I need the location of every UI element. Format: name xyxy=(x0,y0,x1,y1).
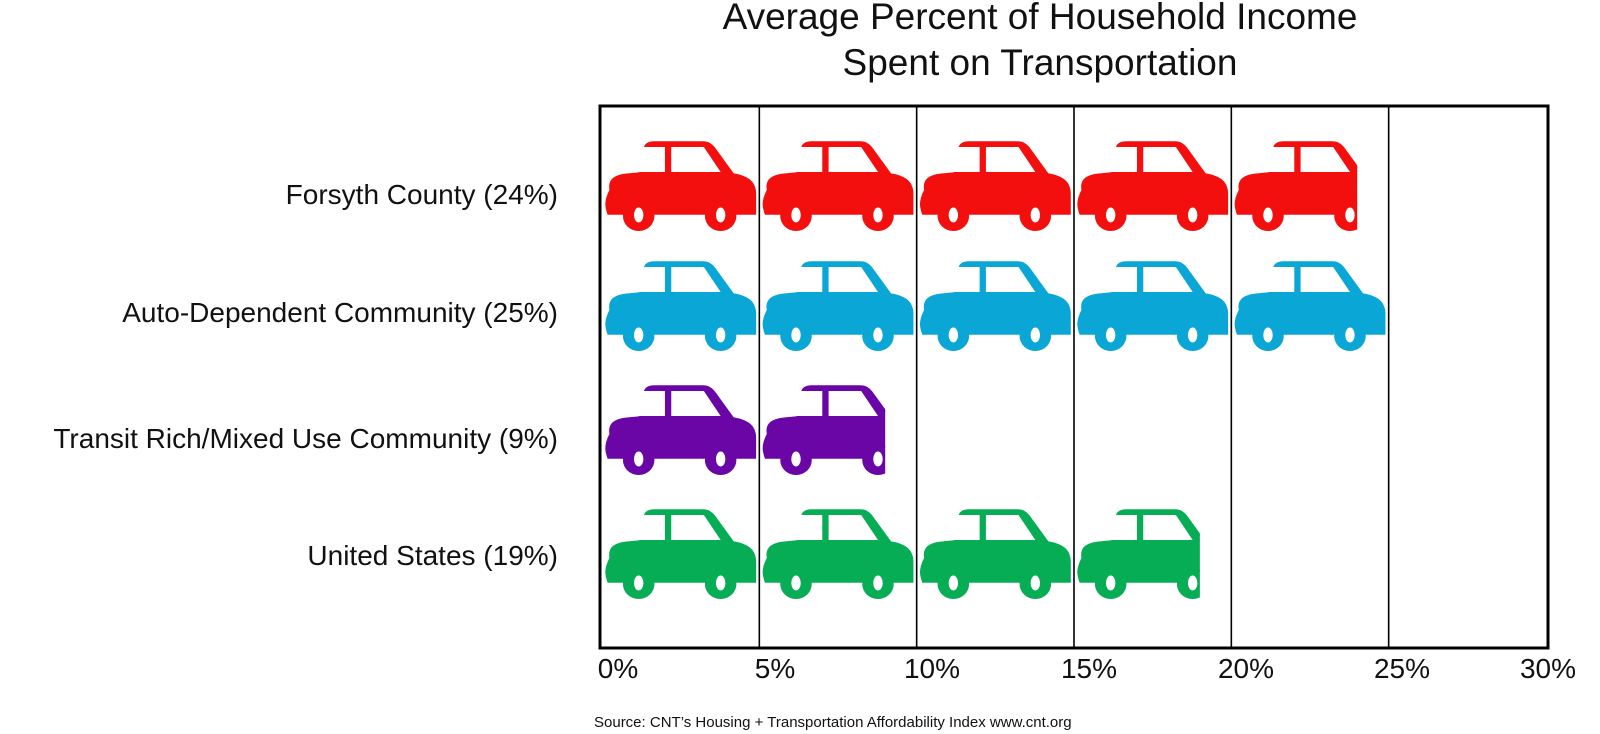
chart-title-line-2: Spent on Transportation xyxy=(842,42,1238,83)
car-icon xyxy=(919,261,1071,351)
x-tick-label-10: 10% xyxy=(903,653,961,684)
category-label-auto-dependent-community: Auto-Dependent Community (25%) xyxy=(122,297,558,328)
x-tick-label-30: 30% xyxy=(1519,653,1577,684)
category-label-transit-rich-community: Transit Rich/Mixed Use Community (9%) xyxy=(53,423,558,454)
bar-auto-dependent-community xyxy=(605,261,1386,351)
category-label-united-states: United States (19%) xyxy=(307,540,558,571)
car-icon xyxy=(762,141,914,231)
bar-forsyth-county xyxy=(605,141,1358,231)
car-icon xyxy=(1234,261,1386,351)
x-tick-label-20: 20% xyxy=(1217,653,1275,684)
car-icon xyxy=(1077,509,1200,599)
car-icon xyxy=(762,509,914,599)
car-icon xyxy=(605,261,757,351)
category-label-forsyth-county: Forsyth County (24%) xyxy=(285,179,558,210)
car-icon xyxy=(919,509,1071,599)
plot-frame xyxy=(598,104,1550,650)
car-icon xyxy=(605,141,757,231)
car-icon xyxy=(1077,141,1229,231)
x-tick-label-15: 15% xyxy=(1060,653,1118,684)
x-tick-label-25: 25% xyxy=(1373,653,1431,684)
bar-transit-rich-mixed-use-community xyxy=(605,385,886,475)
car-icon xyxy=(762,385,886,475)
chart-title-line-1: Average Percent of Household Income xyxy=(722,0,1358,37)
car-icon xyxy=(762,261,914,351)
chart-title: Average Percent of Household Income Spen… xyxy=(610,0,1470,86)
car-icon xyxy=(605,385,757,475)
car-icon xyxy=(605,509,757,599)
car-icon xyxy=(1234,141,1358,231)
car-icon xyxy=(919,141,1071,231)
x-tick-label-0: 0% xyxy=(597,653,639,684)
car-icon xyxy=(1077,261,1229,351)
x-tick-label-5: 5% xyxy=(754,653,796,684)
source-note: Source: CNT’s Housing + Transportation A… xyxy=(594,714,1072,731)
bar-united-states xyxy=(605,509,1200,599)
